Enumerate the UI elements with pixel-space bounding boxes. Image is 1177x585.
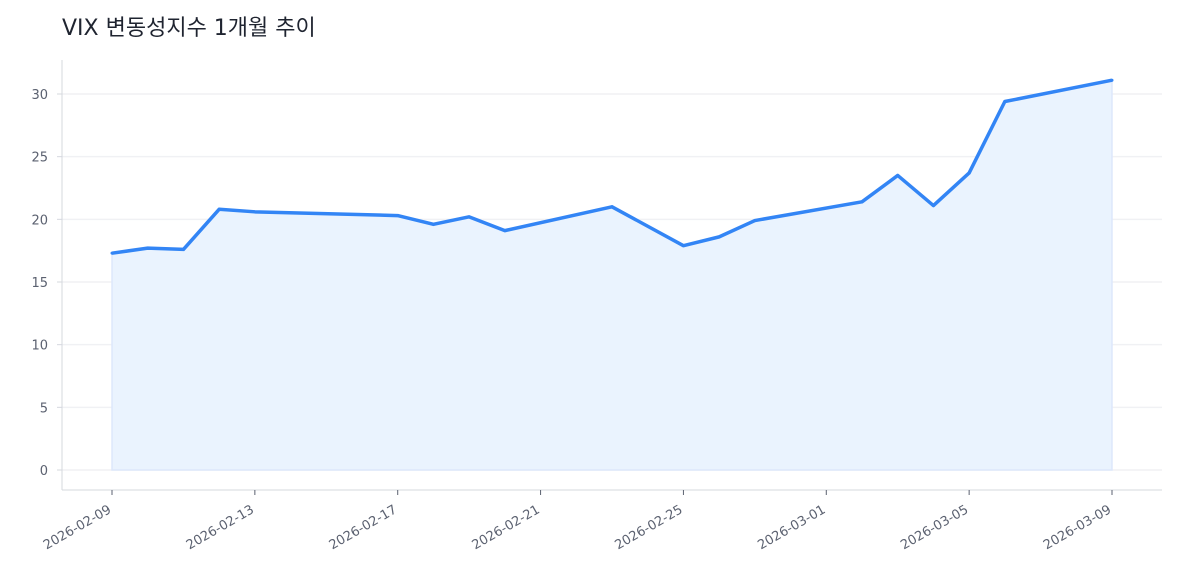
y-tick-label: 20 [31,213,48,228]
data-point: 2026-02-18: 19.6 [431,222,435,226]
y-tick-label: 0 [40,464,48,479]
x-tick-label: 2026-02-25 [612,502,685,553]
y-tick-label: 15 [31,276,48,291]
data-point: 2026-03-06: 29.4 [1003,100,1007,104]
data-point: 2026-02-13: 20.6 [253,210,257,214]
data-point: 2026-03-04: 21.1 [931,204,935,208]
area-fill [111,79,1113,471]
data-point: 2026-03-02: 21.4 [860,200,864,204]
y-tick-label: 5 [40,401,48,416]
x-tick-label: 2026-02-17 [327,502,400,553]
x-tick-label: 2026-02-21 [470,502,543,553]
x-tick-label: 2026-02-09 [41,502,114,553]
data-point: 2026-03-03: 23.5 [896,173,900,177]
data-point: 2026-02-11: 17.6 [181,247,185,251]
x-tick-label: 2026-03-09 [1041,502,1114,553]
y-tick-label: 25 [31,151,48,166]
data-point: 2026-02-10: 17.7 [146,246,150,250]
data-point: 2026-02-19: 20.2 [467,215,471,219]
data-point: 2026-02-26: 18.6 [717,235,721,239]
data-point: 2026-02-23: 21 [610,205,614,209]
data-point: 2026-02-17: 20.3 [396,214,400,218]
data-point: 2026-02-09: 17.3 [110,251,114,255]
data-point: 2026-02-27: 19.9 [753,219,757,223]
data-point: 2026-02-25: 17.9 [681,244,685,248]
x-tick-label: 2026-03-05 [898,502,971,553]
chart-title: VIX 변동성지수 1개월 추이 [62,16,316,41]
data-point: 2026-02-12: 20.8 [217,207,221,211]
data-point: 2026-02-20: 19.1 [503,229,507,233]
x-tick-label: 2026-03-01 [755,502,828,553]
data-point: 2026-03-05: 23.7 [967,171,971,175]
x-tick-label: 2026-02-13 [184,502,257,553]
y-tick-label: 30 [31,88,48,103]
data-point: 2026-03-09: 31.1 [1110,78,1114,82]
y-tick-label: 10 [31,339,48,354]
